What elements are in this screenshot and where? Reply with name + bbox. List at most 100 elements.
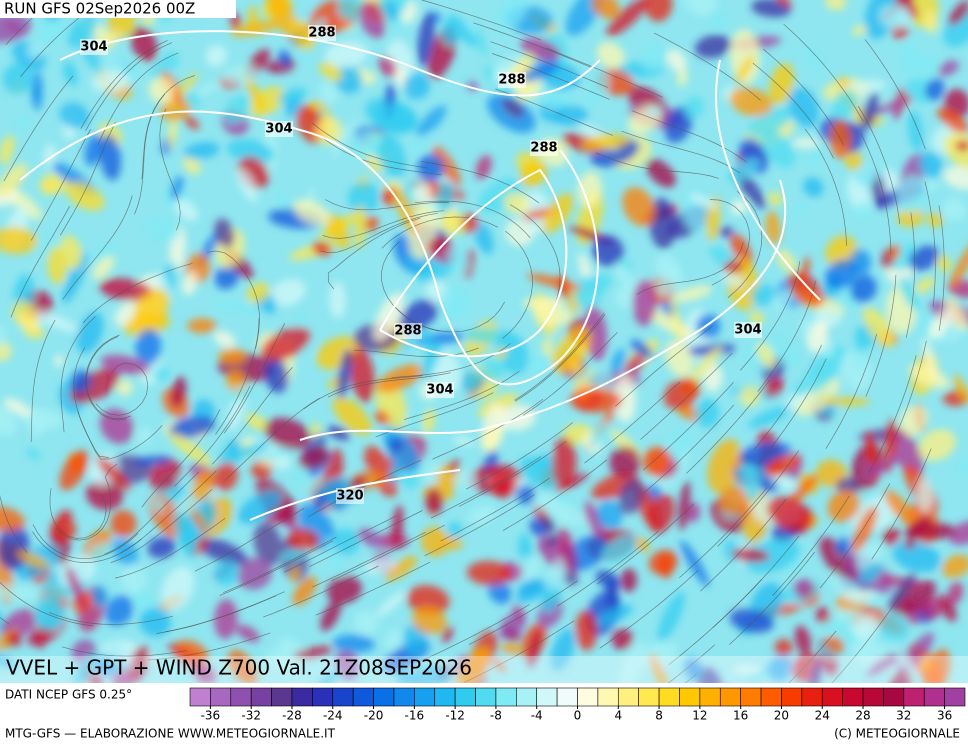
field-blob xyxy=(505,218,534,246)
field-blob xyxy=(767,496,812,532)
field-blob xyxy=(888,640,917,677)
streamline xyxy=(49,488,107,539)
field-blob xyxy=(735,55,754,84)
field-blob xyxy=(900,38,917,74)
field-blob xyxy=(354,205,366,249)
field-blob xyxy=(0,652,17,668)
streamline xyxy=(97,52,179,146)
field-blob xyxy=(182,271,198,296)
field-blob xyxy=(640,641,678,669)
streamline xyxy=(667,644,716,683)
field-blob xyxy=(648,493,675,534)
contour-label: 320 xyxy=(336,489,363,504)
field-blob xyxy=(843,590,878,601)
field-blob xyxy=(214,560,240,586)
field-blob xyxy=(6,632,22,648)
field-blob xyxy=(279,548,309,561)
contour-label: 288 xyxy=(394,324,421,339)
field-blob xyxy=(588,422,611,448)
field-blob xyxy=(128,645,150,683)
field-blob xyxy=(747,106,792,138)
streamline xyxy=(757,358,827,465)
field-blob xyxy=(515,52,534,79)
streamline xyxy=(492,53,610,100)
field-blob xyxy=(723,260,744,274)
field-blob xyxy=(687,346,723,385)
streamline xyxy=(522,332,618,416)
streamline xyxy=(85,42,173,131)
field-blob xyxy=(332,528,360,555)
streamline xyxy=(30,129,91,241)
colorbar-swatch xyxy=(944,687,966,707)
field-blob xyxy=(851,506,878,553)
streamline xyxy=(819,483,891,589)
field-blob xyxy=(917,477,933,512)
field-blob xyxy=(264,356,289,394)
field-blob xyxy=(854,162,885,186)
field-blob xyxy=(331,118,357,159)
streamline xyxy=(110,488,213,564)
field-blob xyxy=(329,281,346,319)
field-blob xyxy=(168,416,215,439)
field-blob xyxy=(768,655,794,682)
colorbar-tick-label: 24 xyxy=(815,709,830,723)
field-blob xyxy=(622,187,656,227)
streamline xyxy=(686,378,771,474)
field-blob xyxy=(677,69,688,87)
streamline xyxy=(48,612,173,625)
field-blob xyxy=(937,60,960,76)
field-blob xyxy=(170,376,187,408)
field-blob xyxy=(575,610,598,651)
streamline xyxy=(727,191,763,299)
colorbar-swatch xyxy=(556,687,578,707)
field-blob xyxy=(957,458,968,476)
field-blob xyxy=(606,0,649,37)
field-blob xyxy=(620,568,637,593)
field-blob xyxy=(912,52,939,82)
field-blob xyxy=(569,388,622,413)
field-blob xyxy=(494,659,506,672)
streamline xyxy=(120,470,217,554)
streamline xyxy=(432,398,544,460)
field-blob xyxy=(0,135,15,165)
field-blob xyxy=(499,404,536,431)
field-blob xyxy=(666,49,687,73)
streamlines xyxy=(0,0,945,683)
field-blob xyxy=(473,221,494,255)
streamline xyxy=(86,336,131,419)
field-blob xyxy=(278,50,292,67)
streamline xyxy=(156,595,277,634)
field-blob xyxy=(475,155,492,180)
streamline xyxy=(319,212,438,254)
field-blob xyxy=(807,321,829,353)
field-blob xyxy=(876,575,927,588)
field-blob xyxy=(695,399,720,428)
field-blob xyxy=(406,585,450,615)
field-blob xyxy=(90,585,108,607)
streamline xyxy=(584,381,681,464)
field-blob xyxy=(69,368,120,404)
contour-label: 288 xyxy=(498,73,525,88)
contour-label-bg xyxy=(498,72,526,88)
field-blob xyxy=(501,98,525,118)
streamline xyxy=(223,322,286,434)
contour-label: 304 xyxy=(426,383,453,398)
field-blob xyxy=(227,139,274,164)
vvel-field xyxy=(0,0,968,683)
colorbar-swatch xyxy=(903,687,925,707)
streamline xyxy=(509,204,561,310)
field-blob xyxy=(879,612,910,643)
field-blob xyxy=(896,207,924,227)
contour-label-bg xyxy=(734,322,762,338)
field-blob xyxy=(630,339,653,359)
field-blob xyxy=(403,72,431,100)
field-blob xyxy=(545,534,559,549)
field-blob xyxy=(918,429,956,461)
streamline xyxy=(599,569,699,649)
field-blob xyxy=(948,520,968,545)
streamline xyxy=(860,132,892,255)
streamline xyxy=(82,263,193,324)
field-blob xyxy=(542,193,574,234)
field-blob xyxy=(213,330,236,348)
field-blob xyxy=(915,277,935,294)
